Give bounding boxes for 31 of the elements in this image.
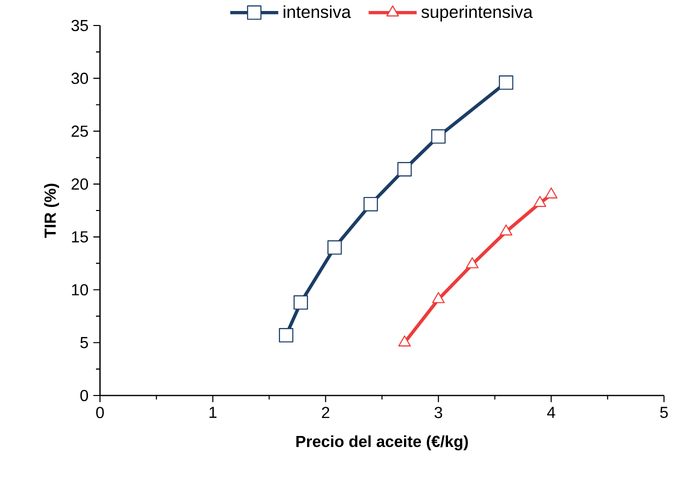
legend-label: intensiva [284,5,351,18]
point [397,162,412,176]
y-tick-label: 15 [72,231,88,242]
y-tick-label: 25 [72,125,88,137]
point [327,240,342,254]
point [294,295,308,310]
legend-label: superintensiva [421,5,533,22]
y-tick-label: 10 [72,284,88,296]
point [432,292,445,303]
point [498,75,514,90]
y-tick-label: 35 [71,20,88,31]
x-tick-label: 0 [96,406,104,418]
x-tick-label: 1 [210,406,216,418]
point [431,129,446,144]
point [500,224,512,236]
y-tick-label: 30 [71,72,88,84]
point [278,328,294,342]
point [466,256,479,268]
point [398,335,411,346]
x-tick-label: 3 [434,406,442,418]
point [534,196,546,207]
x-tick-label: 5 [660,406,668,418]
y-tick-label: 20 [72,178,88,190]
point [544,187,558,198]
point [364,196,378,212]
x-tick-label: 4 [547,406,556,418]
y-axis-title: TIR (%) [44,184,60,238]
y-tick-label: 5 [80,336,88,348]
x-axis-title: Precio del aceite (€/kg) [296,435,468,450]
x-tick-label: 2 [322,406,330,418]
y-tick-label: 0 [80,390,88,401]
